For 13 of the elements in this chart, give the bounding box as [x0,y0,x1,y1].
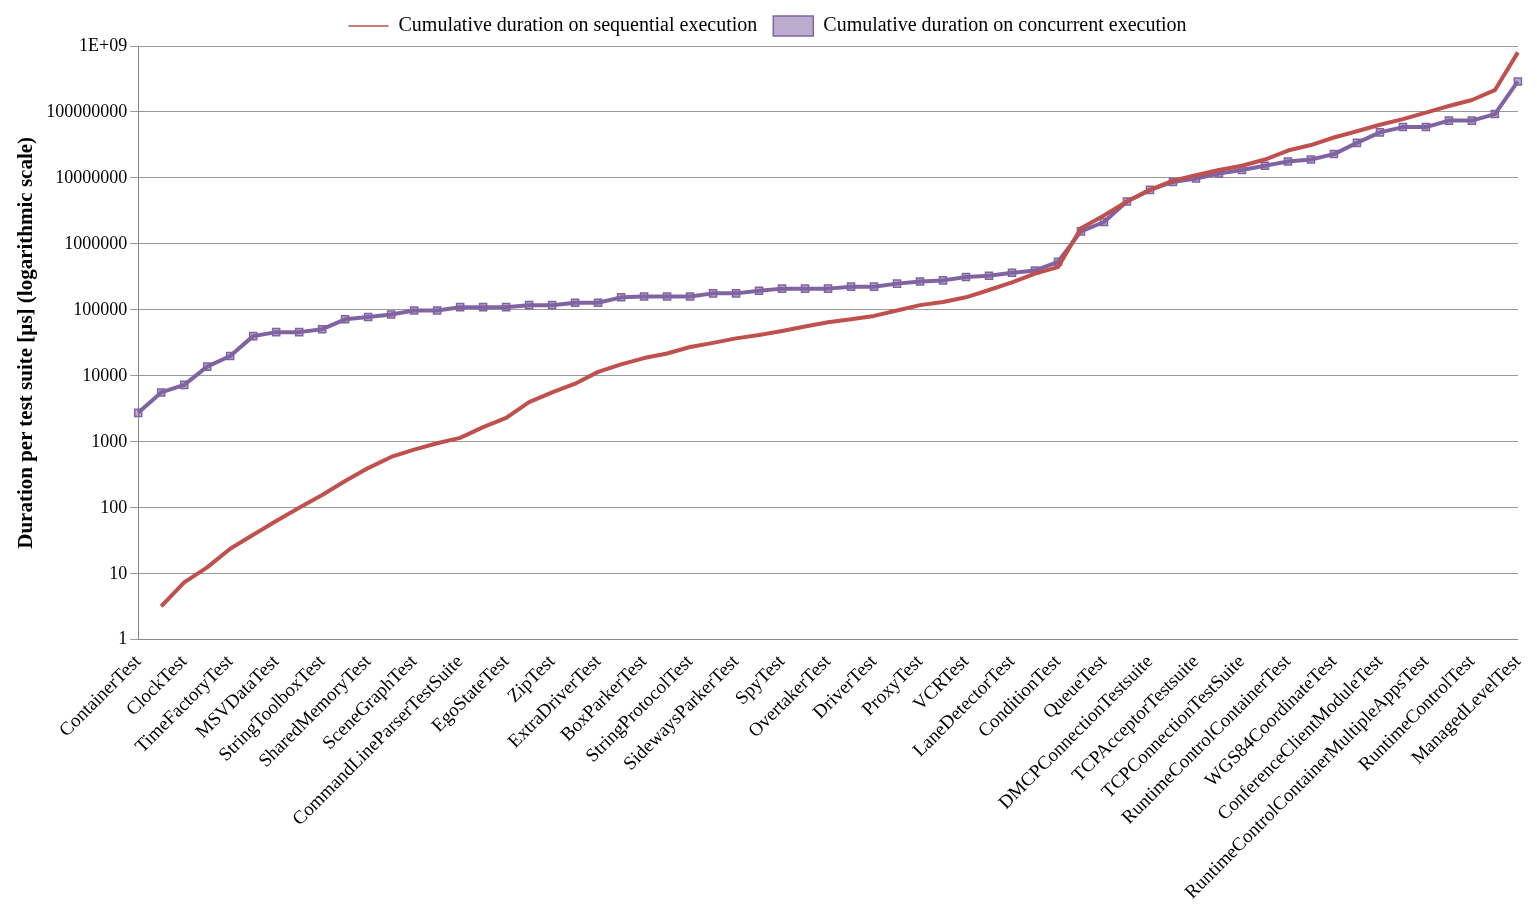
y-tick-label: 1000 [91,430,128,451]
y-tick-label: 10000 [82,364,128,385]
y-tick-label: 1E+09 [79,34,128,55]
y-tick-label: 1 [118,628,128,649]
y-tick-label: 1000000 [64,232,128,253]
y-tick-label: 10 [109,562,128,583]
y-tick-label: 100000000 [46,100,128,121]
y-tick-label: 100000 [73,298,128,319]
y-tick-label: 10000000 [55,166,128,187]
legend-label: Cumulative duration on sequential execution [398,13,758,37]
y-tick-label: 100 [100,496,128,517]
y-axis-title: Duration per test suite [µs] (logarithmic scale) [13,136,38,549]
legend-label: Cumulative duration on concurrent execution [823,13,1187,36]
